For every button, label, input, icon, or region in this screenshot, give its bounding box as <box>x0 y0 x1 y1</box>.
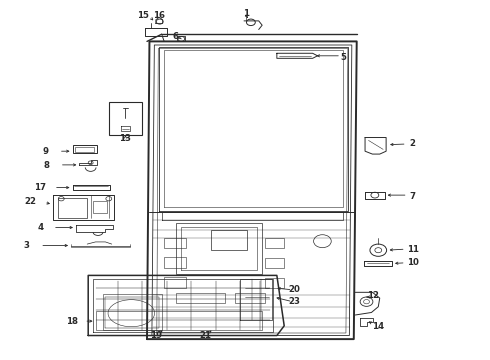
Text: 6: 6 <box>172 32 178 41</box>
Text: 8: 8 <box>44 161 49 170</box>
Text: 14: 14 <box>372 323 384 331</box>
Text: 2: 2 <box>410 139 416 148</box>
Bar <box>265 238 284 248</box>
Text: 20: 20 <box>288 285 300 294</box>
Bar <box>211 230 247 250</box>
Bar <box>164 238 186 248</box>
Text: 9: 9 <box>42 147 48 156</box>
Bar <box>164 277 186 288</box>
Text: 3: 3 <box>24 241 30 250</box>
Bar <box>73 145 97 153</box>
Text: 15: 15 <box>137 11 149 20</box>
Text: 4: 4 <box>37 223 43 232</box>
Text: 22: 22 <box>24 197 36 206</box>
Bar <box>164 257 186 268</box>
Text: 7: 7 <box>410 192 416 201</box>
Text: 12: 12 <box>368 292 379 300</box>
Bar <box>58 198 87 218</box>
Text: 13: 13 <box>120 134 131 143</box>
Bar <box>176 223 262 274</box>
Bar <box>265 258 284 268</box>
Text: 21: 21 <box>200 331 212 340</box>
Text: 23: 23 <box>288 297 300 306</box>
Bar <box>75 147 94 152</box>
Text: 11: 11 <box>407 245 418 253</box>
Bar <box>103 294 162 330</box>
Text: 1: 1 <box>243 9 249 18</box>
Text: 18: 18 <box>67 317 78 325</box>
Bar <box>176 293 225 303</box>
Text: 5: 5 <box>340 53 346 62</box>
Text: 16: 16 <box>153 11 165 20</box>
Bar <box>265 278 284 288</box>
Text: 19: 19 <box>150 331 162 340</box>
Bar <box>109 102 142 135</box>
Bar <box>96 311 262 330</box>
Text: 17: 17 <box>34 183 46 192</box>
Bar <box>93 201 107 213</box>
Bar <box>235 293 265 303</box>
Text: 10: 10 <box>407 258 418 267</box>
